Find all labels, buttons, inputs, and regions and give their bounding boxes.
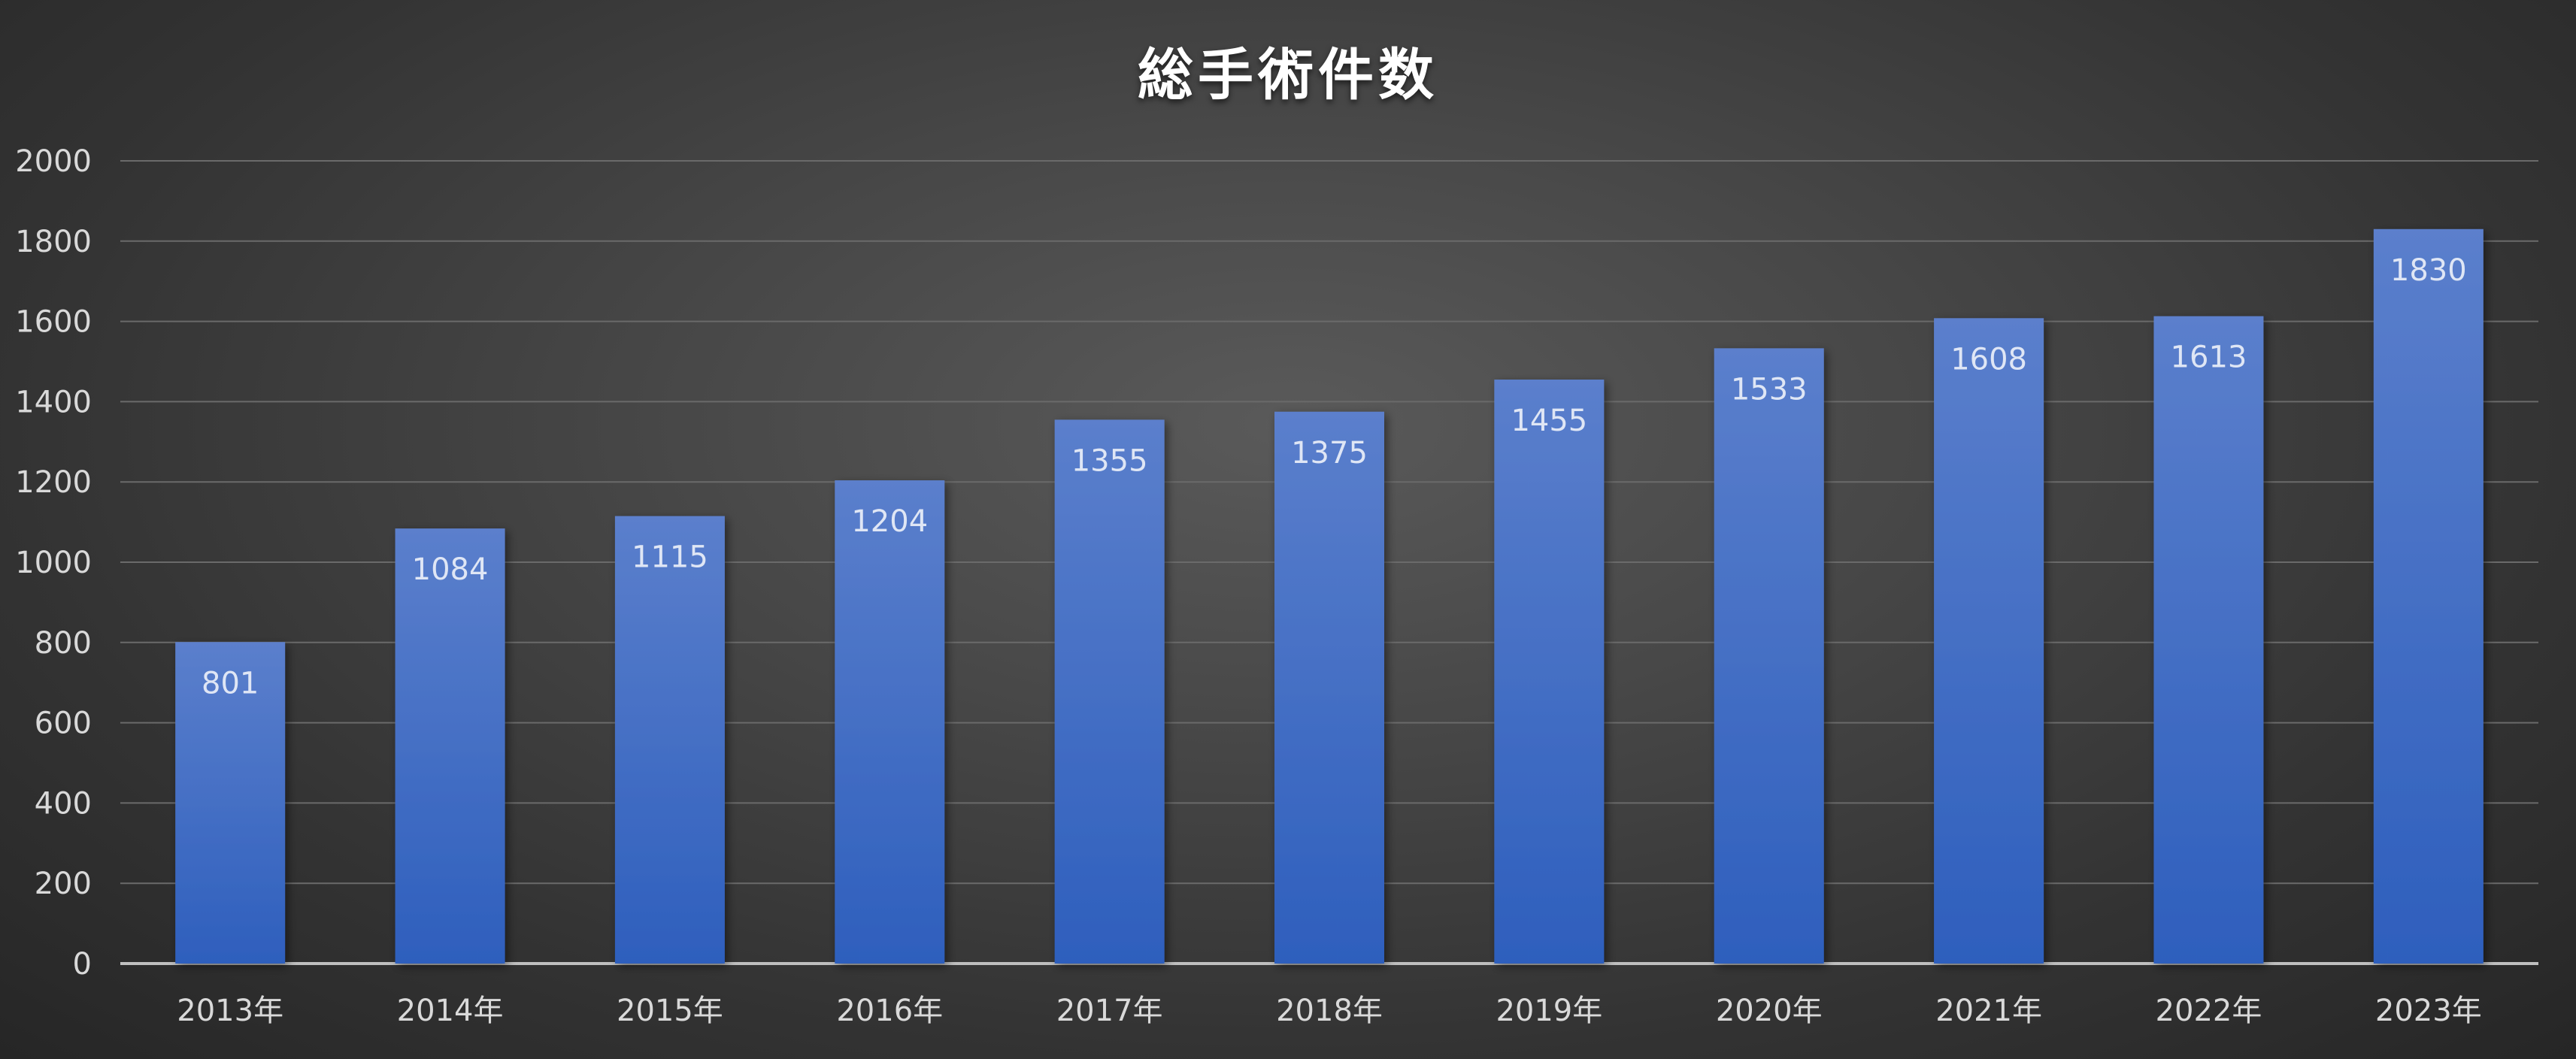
bar-2013年 <box>175 642 286 964</box>
y-tick-label: 0 <box>73 947 92 982</box>
bar-2019年 <box>1494 380 1605 964</box>
x-tick-label: 2013年 <box>177 994 283 1028</box>
y-tick-label: 200 <box>35 867 92 901</box>
y-axis: 0 200 400 600 800 1000 1200 1400 1600 1800 2000 <box>15 144 92 982</box>
bar-2018年 <box>1274 411 1384 964</box>
x-tick-label: 2014年 <box>397 994 504 1028</box>
bar-2016年 <box>835 480 945 964</box>
data-label: 1375 <box>1291 436 1368 470</box>
data-label: 1830 <box>2390 253 2467 288</box>
chart-title: 総手術件数 <box>1138 43 1438 107</box>
data-labels: 801 1084 1115 1204 1355 1375 1455 1533 1608 1613 1… <box>202 253 2467 700</box>
y-tick-label: 800 <box>35 626 92 661</box>
bar-2020年 <box>1714 348 1824 964</box>
x-tick-label: 2021年 <box>1935 994 2042 1028</box>
data-label: 1355 <box>1071 443 1148 478</box>
data-label: 1533 <box>1731 372 1808 407</box>
x-tick-label: 2023年 <box>2375 994 2482 1028</box>
data-label: 1084 <box>412 552 489 587</box>
x-tick-label: 2020年 <box>1716 994 1823 1028</box>
y-tick-label: 1800 <box>15 225 92 259</box>
y-tick-label: 1400 <box>15 385 92 419</box>
x-tick-label: 2016年 <box>836 994 943 1028</box>
y-tick-label: 2000 <box>15 144 92 179</box>
y-tick-label: 1000 <box>15 546 92 580</box>
bar-2014年 <box>395 528 505 964</box>
y-tick-label: 400 <box>35 786 92 821</box>
x-tick-label: 2019年 <box>1496 994 1602 1028</box>
bar-2023年 <box>2373 228 2484 964</box>
x-tick-label: 2017年 <box>1056 994 1163 1028</box>
data-label: 801 <box>202 666 259 700</box>
y-tick-label: 600 <box>35 707 92 741</box>
data-label: 1455 <box>1511 404 1587 438</box>
bar-2017年 <box>1054 419 1165 964</box>
data-label: 1204 <box>851 504 928 539</box>
bars <box>175 228 2484 964</box>
bar-2021年 <box>1934 318 2044 964</box>
bar-2022年 <box>2153 316 2264 964</box>
y-tick-label: 1200 <box>15 465 92 500</box>
x-tick-label: 2015年 <box>617 994 723 1028</box>
data-label: 1608 <box>1950 342 2027 377</box>
data-label: 1115 <box>632 540 708 575</box>
y-tick-label: 1600 <box>15 305 92 340</box>
x-tick-label: 2018年 <box>1276 994 1383 1028</box>
x-tick-label: 2022年 <box>2156 994 2262 1028</box>
x-axis: 2013年 2014年 2015年 2016年 2017年 2018年 2019年 2020年… <box>177 994 2481 1028</box>
bar-2015年 <box>614 516 725 964</box>
data-label: 1613 <box>2171 340 2247 375</box>
